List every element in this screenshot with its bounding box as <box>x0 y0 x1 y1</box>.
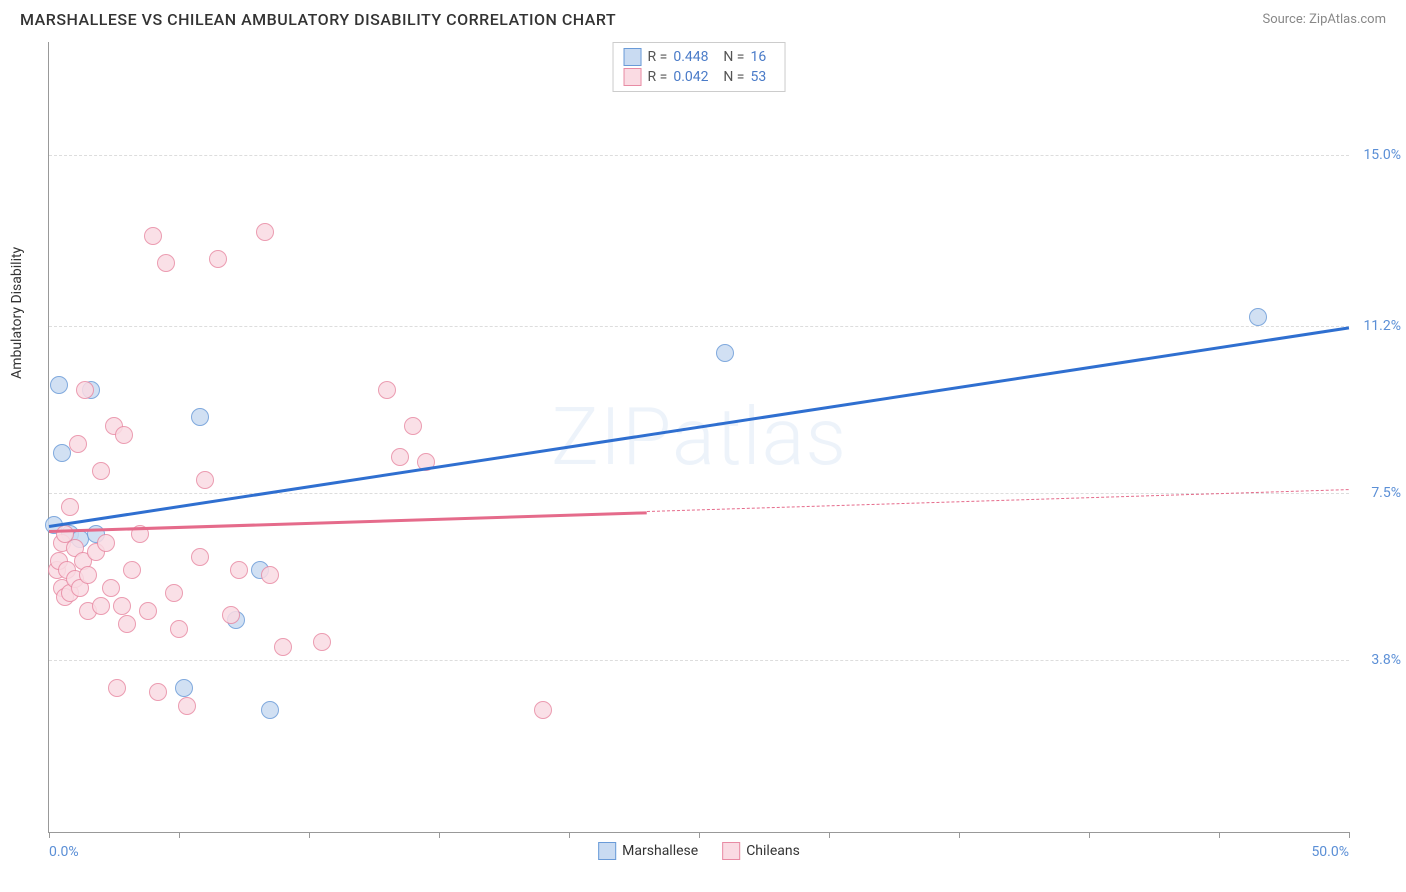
data-point <box>144 227 162 245</box>
x-tick <box>49 832 50 838</box>
x-tick <box>959 832 960 838</box>
data-point <box>534 701 552 719</box>
r-label: R = <box>648 69 668 85</box>
chart-title: MARSHALLESE VS CHILEAN AMBULATORY DISABI… <box>20 10 616 29</box>
x-tick <box>569 832 570 838</box>
legend-series-label: Chileans <box>746 843 800 859</box>
y-axis-title: Ambulatory Disability <box>9 247 25 379</box>
legend-stat-row: R = 0.448 N = 16 <box>624 47 775 67</box>
legend-stat-row: R = 0.042 N = 53 <box>624 67 775 87</box>
data-point <box>79 566 97 584</box>
legend-series-item: Marshallese <box>598 842 698 860</box>
x-tick <box>1349 832 1350 838</box>
data-point <box>274 638 292 656</box>
data-point <box>191 548 209 566</box>
trend-line <box>647 489 1349 512</box>
data-point <box>123 561 141 579</box>
trend-line <box>49 511 647 532</box>
x-tick <box>1219 832 1220 838</box>
data-point <box>404 417 422 435</box>
data-point <box>170 620 188 638</box>
legend-correlation: R = 0.448 N = 16 R = 0.042 N = 53 <box>613 42 786 92</box>
data-point <box>92 597 110 615</box>
data-point <box>113 597 131 615</box>
data-point <box>165 584 183 602</box>
legend-swatch <box>624 68 642 86</box>
y-tick-label: 7.5% <box>1371 485 1401 501</box>
x-axis-max-label: 50.0% <box>1311 844 1349 860</box>
data-point <box>50 376 68 394</box>
data-point <box>191 408 209 426</box>
gridline <box>49 155 1349 156</box>
x-tick <box>1089 832 1090 838</box>
x-axis-min-label: 0.0% <box>49 844 79 860</box>
data-point <box>178 697 196 715</box>
data-point <box>92 462 110 480</box>
x-tick <box>699 832 700 838</box>
r-value: 0.042 <box>673 69 717 85</box>
x-tick <box>309 832 310 838</box>
data-point <box>97 534 115 552</box>
source-label: Source: ZipAtlas.com <box>1262 12 1386 27</box>
data-point <box>716 344 734 362</box>
data-point <box>196 471 214 489</box>
plot-area: ZIPatlas Ambulatory Disability R =0.448N… <box>48 42 1349 833</box>
data-point <box>149 683 167 701</box>
trend-line <box>49 326 1349 527</box>
y-tick-label: 3.8% <box>1371 652 1401 668</box>
data-point <box>261 701 279 719</box>
data-point <box>69 435 87 453</box>
x-tick <box>179 832 180 838</box>
n-label: N = <box>723 49 744 65</box>
data-point <box>256 223 274 241</box>
n-value: 16 <box>750 49 774 65</box>
x-tick <box>829 832 830 838</box>
data-point <box>115 426 133 444</box>
data-point <box>313 633 331 651</box>
y-tick-label: 11.2% <box>1363 318 1401 334</box>
legend-swatch <box>598 842 616 860</box>
data-point <box>139 602 157 620</box>
data-point <box>391 448 409 466</box>
gridline <box>49 660 1349 661</box>
data-point <box>378 381 396 399</box>
data-point <box>230 561 248 579</box>
legend-series-label: Marshallese <box>622 843 698 859</box>
n-label: N = <box>723 69 744 85</box>
x-tick <box>439 832 440 838</box>
r-label: R = <box>648 49 668 65</box>
data-point <box>157 254 175 272</box>
legend-series-item: Chileans <box>722 842 800 860</box>
data-point <box>118 615 136 633</box>
data-point <box>261 566 279 584</box>
data-point <box>209 250 227 268</box>
data-point <box>175 679 193 697</box>
n-value: 53 <box>750 69 774 85</box>
r-value: 0.448 <box>673 49 717 65</box>
legend-swatch <box>722 842 740 860</box>
data-point <box>61 498 79 516</box>
legend-swatch <box>624 48 642 66</box>
data-point <box>76 381 94 399</box>
data-point <box>108 679 126 697</box>
data-point <box>1249 308 1267 326</box>
y-tick-label: 15.0% <box>1363 147 1401 163</box>
legend-series: Marshallese Chileans <box>598 842 800 860</box>
watermark: ZIPatlas <box>551 390 847 484</box>
gridline <box>49 326 1349 327</box>
data-point <box>222 606 240 624</box>
data-point <box>102 579 120 597</box>
